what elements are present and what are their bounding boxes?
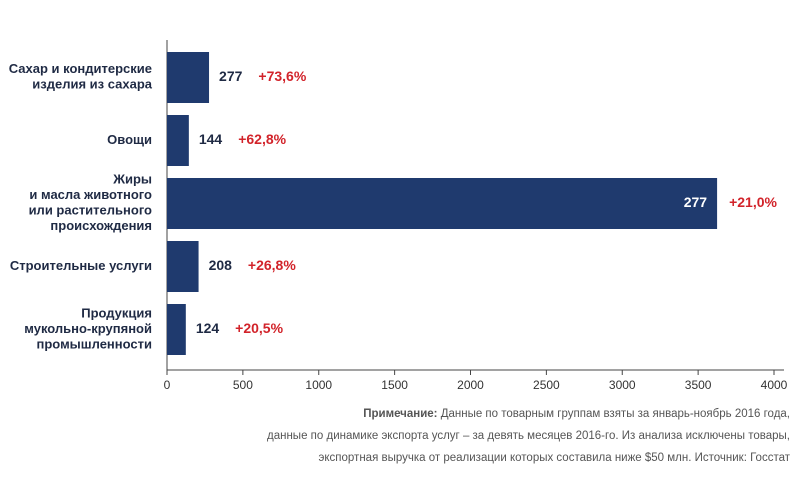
note-line: Примечание: Данные по товарным группам в… [363,408,790,420]
x-tick-label: 2500 [533,378,560,392]
category-label: Овощи [107,132,152,147]
x-tick-label: 4000 [761,378,788,392]
value-label: 144 [199,131,223,147]
x-tick-label: 3000 [609,378,636,392]
note-label: Примечание: [363,408,437,420]
x-tick-label: 0 [164,378,171,392]
note-text: Данные по товарным группам взяты за янва… [438,408,791,420]
x-tick-label: 3500 [685,378,712,392]
bar [167,115,189,166]
category-label: Продукция [81,305,152,320]
bar [167,52,210,103]
x-tick-label: 2000 [457,378,484,392]
bar [167,241,199,292]
change-label: +26,8% [248,257,296,273]
category-label: и масла животного [29,187,152,202]
value-label: 124 [196,320,220,336]
x-tick-label: 1500 [381,378,408,392]
change-label: +21,0% [729,194,777,210]
bar [167,178,718,229]
x-tick-label: 500 [233,378,253,392]
change-label: +62,8% [238,131,286,147]
bar [167,304,186,355]
value-label: 277 [684,194,708,210]
change-label: +20,5% [235,320,283,336]
value-label: 208 [209,257,233,273]
value-label: 277 [219,68,243,84]
category-label: происхождения [50,218,152,233]
note-line: данные по динамике экспорта услуг – за д… [267,430,790,442]
change-label: +73,6% [258,68,306,84]
category-label: Сахар и кондитерские [9,61,152,76]
note-line: экспортная выручка от реализации которых… [319,452,791,464]
category-label: Жиры [112,172,152,187]
category-label: мукольно-крупяной [24,321,152,336]
category-label: или растительного [29,203,152,218]
x-tick-label: 1000 [305,378,332,392]
category-label: промышленности [37,336,153,351]
category-label: изделия из сахара [32,77,152,92]
category-label: Строительные услуги [10,258,152,273]
